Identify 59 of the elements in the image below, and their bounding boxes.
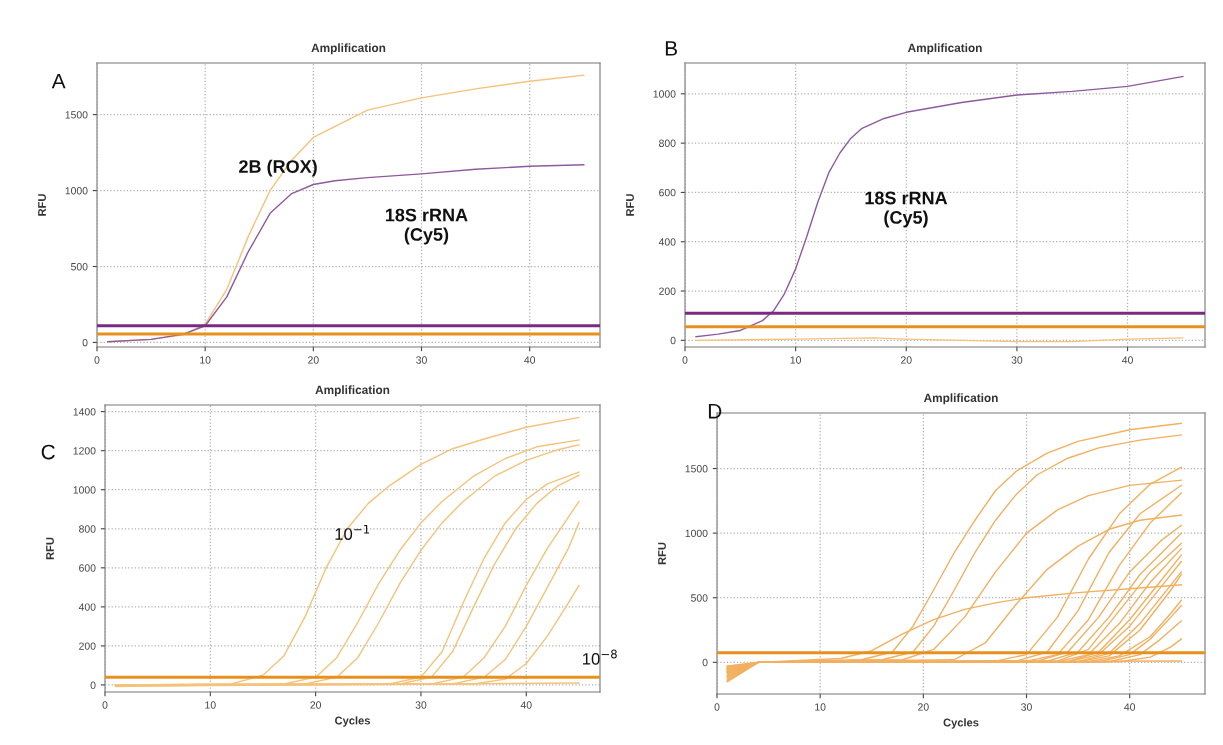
chart-title: Amplification bbox=[923, 393, 998, 405]
annotation: 18S rRNA (Cy5) bbox=[385, 208, 468, 245]
y-tick-label: 0 bbox=[90, 681, 96, 689]
y-tick-label: 1400 bbox=[73, 408, 96, 416]
x-tick-label: 10 bbox=[815, 703, 826, 711]
x-tick-label: 20 bbox=[308, 356, 319, 364]
y-tick-label: 800 bbox=[659, 139, 676, 147]
y-tick-label: 1500 bbox=[685, 465, 708, 473]
y-tick-label: 1000 bbox=[65, 187, 88, 195]
y-tick-label: 800 bbox=[79, 525, 96, 533]
x-tick-label: 20 bbox=[901, 356, 912, 364]
x-tick-label: 30 bbox=[416, 356, 427, 364]
x-tick-label: 40 bbox=[1124, 703, 1136, 711]
x-tick-label: 0 bbox=[102, 701, 108, 709]
y-axis-title: RFU bbox=[46, 537, 54, 560]
annotation: 10$^{−8}$ bbox=[583, 649, 617, 665]
y-tick-label: 1200 bbox=[73, 447, 96, 455]
annotation: 10$^{−1}$ bbox=[335, 524, 370, 540]
y-tick-label: 400 bbox=[658, 238, 676, 246]
y-tick-label: 600 bbox=[79, 564, 96, 572]
y-tick-label: 400 bbox=[78, 603, 96, 611]
x-tick-label: 10 bbox=[205, 701, 216, 709]
text: B bbox=[665, 41, 677, 56]
y-tick-label: 1000 bbox=[653, 90, 676, 98]
text: C bbox=[41, 444, 55, 460]
chart-title: Amplification bbox=[315, 385, 390, 397]
x-tick-label: 10 bbox=[200, 356, 211, 364]
annotation: 18S rRNA (Cy5) bbox=[865, 191, 948, 228]
x-tick-label: 30 bbox=[1011, 356, 1023, 364]
x-tick-label: 20 bbox=[918, 703, 929, 711]
y-tick-label: 0 bbox=[670, 336, 676, 345]
x-tick-label: 0 bbox=[714, 703, 720, 711]
y-axis-title: RFU bbox=[658, 542, 666, 565]
chart-title: Amplification bbox=[311, 43, 386, 55]
x-tick-label: 30 bbox=[1021, 703, 1032, 711]
y-tick-label: 200 bbox=[659, 287, 676, 295]
y-tick-label: 1500 bbox=[65, 111, 88, 119]
x-tick-label: 40 bbox=[1122, 356, 1133, 364]
y-axis-title: RFU bbox=[626, 194, 634, 216]
x-tick-label: 30 bbox=[415, 701, 427, 709]
y-tick-label: 500 bbox=[691, 594, 708, 602]
y-tick-label: 1000 bbox=[73, 486, 96, 494]
x-tick-label: 10 bbox=[790, 356, 802, 364]
x-tick-label: 40 bbox=[520, 701, 532, 709]
chart-title: Amplification bbox=[907, 43, 982, 55]
y-tick-label: 600 bbox=[659, 188, 676, 197]
x-axis-title: Cycles bbox=[943, 718, 979, 729]
annotation: 2B (ROX) bbox=[239, 159, 317, 177]
y-axis-title: RFU bbox=[38, 194, 46, 216]
y-tick-label: 1000 bbox=[685, 529, 708, 538]
x-tick-label: 20 bbox=[310, 701, 322, 709]
y-tick-label: 0 bbox=[82, 338, 88, 347]
annotation: D bbox=[708, 404, 722, 419]
y-tick-label: 0 bbox=[702, 658, 708, 667]
y-tick-label: 500 bbox=[71, 263, 88, 271]
x-tick-label: 40 bbox=[524, 356, 536, 364]
text: A bbox=[51, 73, 66, 89]
y-tick-label: 200 bbox=[79, 642, 96, 650]
x-axis-title: Cycles bbox=[335, 716, 370, 727]
